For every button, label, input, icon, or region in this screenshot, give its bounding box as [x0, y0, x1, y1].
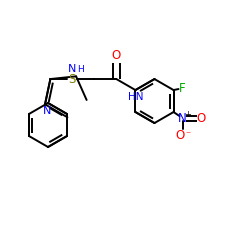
- Text: N: N: [43, 106, 51, 116]
- Text: N: N: [178, 112, 187, 124]
- Text: O: O: [112, 48, 121, 62]
- Text: S: S: [69, 72, 76, 86]
- Text: HN: HN: [128, 92, 143, 102]
- Text: O: O: [196, 112, 205, 124]
- Text: O: O: [175, 128, 184, 141]
- Text: N: N: [68, 64, 76, 74]
- Text: F: F: [179, 82, 186, 94]
- Text: H: H: [77, 65, 84, 74]
- Text: +: +: [184, 110, 191, 118]
- Text: ⁻: ⁻: [185, 130, 190, 140]
